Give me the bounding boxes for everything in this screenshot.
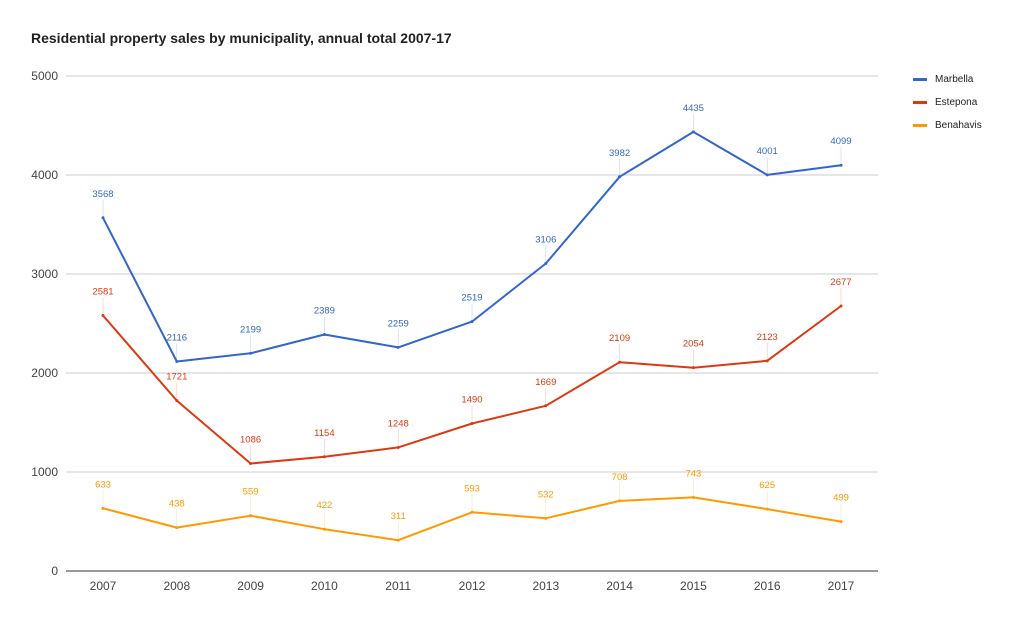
data-label: 2116: [167, 333, 187, 344]
data-label: 3568: [92, 189, 113, 200]
x-tick-label: 2011: [385, 579, 411, 593]
data-label: 593: [464, 483, 480, 494]
data-point: [175, 399, 179, 403]
legend-item-estepona: Estepona: [913, 91, 982, 114]
data-label: 1086: [240, 434, 261, 445]
legend-label: Benahavis: [935, 120, 982, 131]
x-tick-label: 2017: [828, 579, 855, 593]
data-point: [839, 520, 843, 524]
data-label: 708: [612, 472, 628, 483]
data-point: [765, 359, 769, 363]
data-point: [618, 499, 622, 503]
x-tick-label: 2009: [237, 579, 264, 593]
data-label: 422: [316, 500, 332, 511]
data-label: 4001: [757, 146, 778, 157]
data-point: [544, 404, 548, 408]
data-point: [396, 538, 400, 542]
data-label: 499: [833, 493, 849, 504]
data-point: [249, 351, 253, 355]
data-point: [101, 506, 105, 510]
data-point: [470, 320, 474, 324]
data-point: [618, 360, 622, 364]
chart-title: Residential property sales by municipali…: [31, 30, 452, 46]
series-line-marbella: [102, 130, 842, 363]
series-line-estepona: [102, 305, 842, 465]
data-label: 743: [685, 468, 701, 479]
data-point: [470, 510, 474, 514]
data-point: [691, 130, 695, 134]
legend-swatch: [913, 101, 927, 104]
data-point: [544, 516, 548, 520]
data-label: 2581: [92, 286, 113, 297]
data-label: 1721: [166, 372, 187, 383]
data-label: 2054: [683, 339, 704, 350]
x-tick-label: 2013: [532, 579, 559, 593]
data-point: [396, 445, 400, 449]
data-point: [618, 175, 622, 179]
x-tick-label: 2015: [680, 579, 707, 593]
data-label: 2109: [609, 333, 630, 344]
data-point: [175, 526, 179, 530]
data-label: 4435: [683, 103, 704, 114]
legend-label: Estepona: [935, 97, 978, 108]
data-point: [544, 262, 548, 266]
data-label: 2389: [314, 305, 335, 316]
y-tick-label: 4000: [31, 168, 58, 182]
x-tick-label: 2010: [311, 579, 338, 593]
data-point: [839, 163, 843, 167]
data-point: [101, 216, 105, 220]
data-label: 311: [391, 511, 406, 522]
data-point: [101, 313, 105, 317]
data-point: [470, 421, 474, 425]
y-tick-label: 0: [51, 564, 58, 578]
y-tick-label: 3000: [31, 267, 58, 281]
x-tick-label: 2016: [754, 579, 781, 593]
legend-label: Marbella: [935, 74, 974, 85]
data-point: [249, 514, 253, 518]
data-point: [765, 173, 769, 177]
data-label: 1490: [461, 394, 482, 405]
data-point: [322, 527, 326, 531]
data-label: 3982: [609, 148, 630, 159]
legend-swatch: [913, 124, 927, 127]
x-tick-label: 2007: [90, 579, 117, 593]
data-point: [396, 345, 400, 349]
legend-item-marbella: Marbella: [913, 68, 982, 91]
data-label: 633: [95, 479, 111, 490]
data-label: 2677: [830, 277, 851, 288]
y-tick-label: 2000: [31, 366, 58, 380]
x-tick-label: 2014: [606, 579, 633, 593]
data-label: 532: [538, 489, 554, 500]
x-tick-label: 2008: [163, 579, 190, 593]
data-point: [175, 360, 179, 364]
data-point: [839, 304, 843, 308]
data-label: 3106: [535, 235, 556, 246]
y-tick-label: 1000: [31, 465, 58, 479]
data-point: [765, 507, 769, 511]
data-point: [322, 455, 326, 459]
data-label: 2259: [388, 318, 409, 329]
y-tick-label: 5000: [31, 69, 58, 83]
data-point: [249, 461, 253, 465]
data-point: [691, 366, 695, 370]
legend-item-benahavis: Benahavis: [913, 114, 982, 137]
data-point: [322, 332, 326, 336]
data-label: 625: [759, 480, 775, 491]
legend: Marbella Estepona Benahavis: [913, 68, 982, 137]
data-label: 1248: [388, 418, 409, 429]
data-label: 559: [243, 487, 259, 498]
legend-swatch: [913, 78, 927, 81]
data-label: 4099: [830, 136, 851, 147]
data-label: 2199: [240, 324, 261, 335]
data-label: 1669: [535, 377, 556, 388]
data-label: 2519: [461, 293, 482, 304]
data-label: 438: [169, 499, 185, 510]
data-point: [691, 495, 695, 499]
data-label: 2123: [757, 332, 778, 343]
data-label: 1154: [314, 428, 334, 439]
x-tick-label: 2012: [459, 579, 486, 593]
